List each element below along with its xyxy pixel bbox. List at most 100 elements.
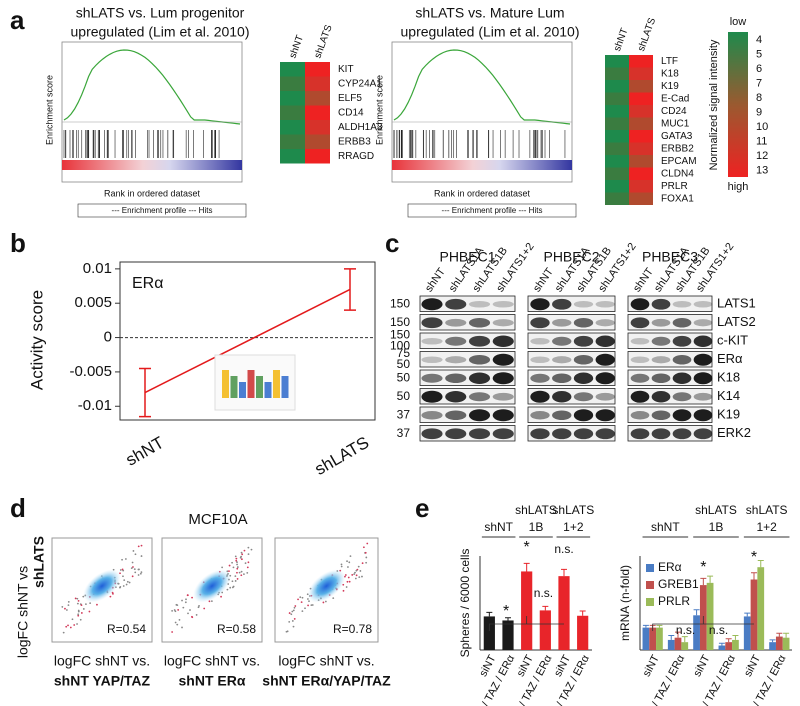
bar — [649, 627, 657, 650]
enrichment-curve — [393, 49, 571, 125]
scatter-point — [288, 620, 291, 623]
blot-strip — [527, 314, 616, 331]
blot-band — [672, 392, 692, 402]
cell-line: PHBEC1 — [439, 249, 495, 265]
protein-label: c-KIT — [717, 333, 748, 348]
scatter-point — [226, 588, 229, 591]
scatter-point — [80, 612, 83, 614]
panel-letter: a — [10, 5, 25, 35]
scatter-point — [229, 586, 232, 589]
bar — [577, 615, 589, 650]
bar — [502, 620, 514, 650]
scale-tick: 7 — [756, 77, 762, 89]
heatmap-cell — [629, 192, 653, 205]
blot-band — [468, 409, 491, 422]
motif-letter — [247, 370, 255, 398]
scatter-point — [177, 609, 180, 611]
scatter-point — [122, 585, 125, 587]
blot-band — [468, 300, 491, 308]
rank-bar — [392, 160, 572, 170]
blot-band — [492, 392, 514, 401]
scatter-point — [203, 607, 206, 610]
bar — [642, 627, 650, 650]
motif-letter — [264, 382, 272, 398]
blot-band — [530, 317, 550, 329]
blot-band — [573, 317, 594, 328]
mw-marker: 50 — [397, 389, 411, 403]
blot-band — [573, 372, 594, 384]
group-label: shLATS — [515, 503, 557, 517]
group-label: 1B — [529, 520, 544, 534]
x-axis-label: logFC shNT vs. — [278, 653, 374, 669]
scatter-point — [77, 614, 80, 617]
scatter-point — [191, 596, 193, 599]
scatter-point — [340, 565, 343, 568]
scatter-point — [243, 549, 246, 552]
scatter-point — [232, 566, 235, 569]
blot-band — [693, 353, 713, 366]
x-axis-label: shNT YAP/TAZ — [54, 673, 151, 689]
group-label: shLATS — [695, 503, 737, 517]
heatmap-column: shNT — [287, 34, 306, 60]
lane-label: shNT — [631, 266, 656, 295]
blot-band — [492, 372, 514, 385]
error-bar — [561, 568, 567, 577]
scatter-point — [82, 608, 85, 610]
gene-label: K19 — [661, 81, 679, 92]
heatmap-column: shLATS — [636, 16, 658, 53]
blot-band — [693, 300, 713, 308]
annotation: n.s. — [709, 623, 728, 637]
scatter-point — [293, 618, 296, 620]
scatter-point — [140, 571, 143, 573]
scatter-point — [347, 576, 350, 579]
blot-band — [421, 411, 443, 420]
gsea-title: shLATS vs. Mature Lum — [415, 5, 564, 21]
heatmap-cell — [280, 105, 305, 120]
heatmap-column: shLATS — [312, 23, 334, 60]
x-tick-label: shNT — [123, 433, 168, 470]
scatter-point — [119, 585, 122, 588]
motif-letter — [281, 376, 289, 398]
panel-title: MCF10A — [188, 511, 247, 528]
bar — [656, 627, 663, 650]
scatter-point — [62, 631, 65, 634]
blot-band — [552, 373, 572, 384]
scatter-point — [351, 574, 354, 576]
scatter-point — [324, 600, 327, 603]
scatter-point — [234, 575, 237, 578]
scatter-point — [123, 579, 126, 582]
panel-letter: d — [10, 493, 26, 523]
blot-band — [468, 372, 491, 384]
heatmap-cell — [605, 167, 629, 180]
blot-band — [445, 410, 467, 421]
scatter-point — [236, 567, 239, 570]
gene-label: E-Cad — [661, 93, 689, 104]
legend-label: GREB1 — [658, 577, 699, 591]
heatmap-cell — [629, 105, 653, 118]
protein-label: LATS1 — [717, 296, 756, 311]
mw-marker: 150 — [390, 296, 410, 310]
protein-label: LATS2 — [717, 314, 756, 329]
scale-title: Normalized signal intensity — [708, 39, 720, 170]
blot-band — [552, 410, 572, 421]
mw-marker: 37 — [397, 426, 411, 440]
scatter-point — [238, 571, 241, 574]
scale-tick: 12 — [756, 150, 768, 162]
bar — [782, 637, 790, 650]
error-bar — [681, 636, 688, 643]
heatmap-cell — [280, 62, 305, 77]
heatmap-cell — [280, 120, 305, 135]
scatter-point — [285, 630, 288, 633]
gsea-frame — [391, 41, 573, 183]
heatmap-cell — [629, 130, 653, 143]
heatmap-cell — [280, 149, 305, 164]
blot-band — [595, 409, 615, 422]
scale-tick: 9 — [756, 106, 762, 118]
scatter-point — [131, 575, 134, 578]
heatmap-cell — [605, 142, 629, 155]
heatmap-cell — [305, 62, 330, 77]
group-label: 1+2 — [563, 520, 584, 534]
bar — [769, 642, 776, 650]
scatter-point — [235, 557, 238, 560]
scatter-point — [247, 561, 250, 564]
